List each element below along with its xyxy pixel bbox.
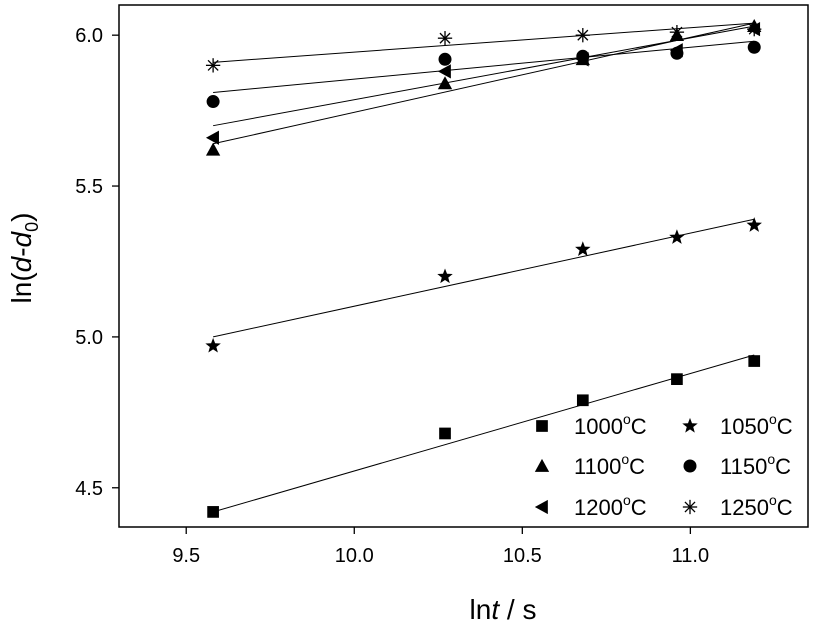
y-tick-label: 6.0 xyxy=(75,25,103,47)
legend-label-unit: C xyxy=(631,495,647,520)
y-axis-title: ln(d-d0) xyxy=(6,213,42,304)
data-point-asterisk xyxy=(205,58,221,73)
data-markers xyxy=(205,18,762,518)
legend-label-value: 1200 xyxy=(574,495,623,520)
legend-label-degree: o xyxy=(623,411,631,427)
fit-line xyxy=(213,22,755,63)
y-tick-label: 5.0 xyxy=(75,327,103,349)
y-axis-title-suffix: ) xyxy=(6,213,37,222)
legend-label: 1000oC xyxy=(574,411,647,439)
y-axis-title-var1: d xyxy=(6,255,37,272)
data-point-star xyxy=(746,217,762,232)
legend-label-degree: o xyxy=(769,492,777,508)
x-tick-label: 10.0 xyxy=(335,545,374,567)
legend-label: 1150oC xyxy=(720,451,791,479)
fit-line xyxy=(212,354,755,513)
legend-marker-asterisk xyxy=(682,499,698,515)
legend-entry: 1150oC xyxy=(683,451,791,479)
x-axis-title-unit: / s xyxy=(499,594,536,625)
legend-label-unit: C xyxy=(629,454,645,479)
data-point-triangle xyxy=(437,76,453,90)
legend-label-value: 1000 xyxy=(574,414,623,439)
data-point-asterisk xyxy=(747,21,762,37)
legend-label-value: 1050 xyxy=(720,414,769,439)
legend-label-unit: C xyxy=(777,414,793,439)
x-axis-title-variable: t xyxy=(491,594,500,625)
legend-label: 1050oC xyxy=(720,411,793,439)
y-axis-title-subscript: 0 xyxy=(22,222,42,232)
legend-label-degree: o xyxy=(623,492,631,508)
data-point-triangle xyxy=(205,142,221,156)
plot-frame xyxy=(118,4,809,528)
data-point-asterisk xyxy=(437,31,453,46)
fit-lines xyxy=(212,22,755,513)
data-point-triangle-left xyxy=(437,64,451,79)
legend-label-degree: o xyxy=(767,451,775,467)
data-point-asterisk xyxy=(669,25,685,40)
legend-label-unit: C xyxy=(775,454,791,479)
legend-label-value: 1100 xyxy=(574,454,621,479)
x-tick-label: 11.0 xyxy=(672,545,709,567)
data-point-triangle-left xyxy=(575,52,589,67)
legend-label-value: 1250 xyxy=(720,495,769,520)
legend-label-degree: o xyxy=(621,451,629,467)
legend-entry: 1250oC xyxy=(682,492,793,520)
legend-label-value: 1150 xyxy=(720,454,767,479)
legend-label: 1200oC xyxy=(574,492,647,520)
legend-label: 1100oC xyxy=(574,451,645,479)
x-axis-title: lnt / s xyxy=(470,594,537,625)
data-point-square xyxy=(671,373,683,386)
fit-line xyxy=(213,40,755,94)
data-point-triangle-left xyxy=(669,43,683,58)
legend-marker-square xyxy=(536,420,548,432)
legend-marker-star xyxy=(682,417,698,433)
x-tick-label: 9.5 xyxy=(172,545,200,567)
legend-entry: 1200oC xyxy=(534,492,647,520)
data-point-star xyxy=(437,268,453,284)
y-axis-title-var2: d xyxy=(6,230,37,247)
legend-label-degree: o xyxy=(769,411,777,427)
data-point-star xyxy=(669,229,685,244)
y-tick-label: 4.5 xyxy=(75,478,103,500)
legend-entry: 1050oC xyxy=(682,411,793,439)
y-axis-ticks: 4.5 5.0 5.5 6.0 xyxy=(75,25,119,500)
data-point-circle xyxy=(206,95,220,109)
data-point-circle xyxy=(747,40,761,54)
data-point-square xyxy=(207,506,219,518)
legend-marker-circle xyxy=(683,459,697,473)
legend-entry: 1100oC xyxy=(534,451,645,479)
y-axis-title-prefix: ln( xyxy=(6,272,37,304)
data-point-star xyxy=(205,337,221,353)
legend-marker-triangle xyxy=(534,458,550,472)
data-point-triangle-left xyxy=(205,130,219,145)
data-point-star xyxy=(575,241,591,256)
legend-label-unit: C xyxy=(777,495,793,520)
data-point-square xyxy=(576,394,589,407)
legend-marker-triangle-left xyxy=(534,499,548,515)
data-point-asterisk xyxy=(575,28,590,43)
fit-line xyxy=(213,218,755,338)
legend-entry: 1000oC xyxy=(536,411,647,439)
data-point-circle xyxy=(438,52,452,66)
legend-label: 1250oC xyxy=(720,492,793,520)
y-tick-label: 5.5 xyxy=(75,176,103,198)
y-axis-title-minus: - xyxy=(6,247,37,256)
fit-line xyxy=(213,25,755,127)
data-point-square xyxy=(439,427,451,440)
x-axis-ticks: 9.5 10.0 10.5 11.0 xyxy=(172,527,709,567)
legend-label-unit: C xyxy=(631,414,647,439)
x-axis-title-prefix: ln xyxy=(470,594,492,625)
x-tick-label: 10.5 xyxy=(503,545,542,567)
data-point-square xyxy=(748,355,761,367)
